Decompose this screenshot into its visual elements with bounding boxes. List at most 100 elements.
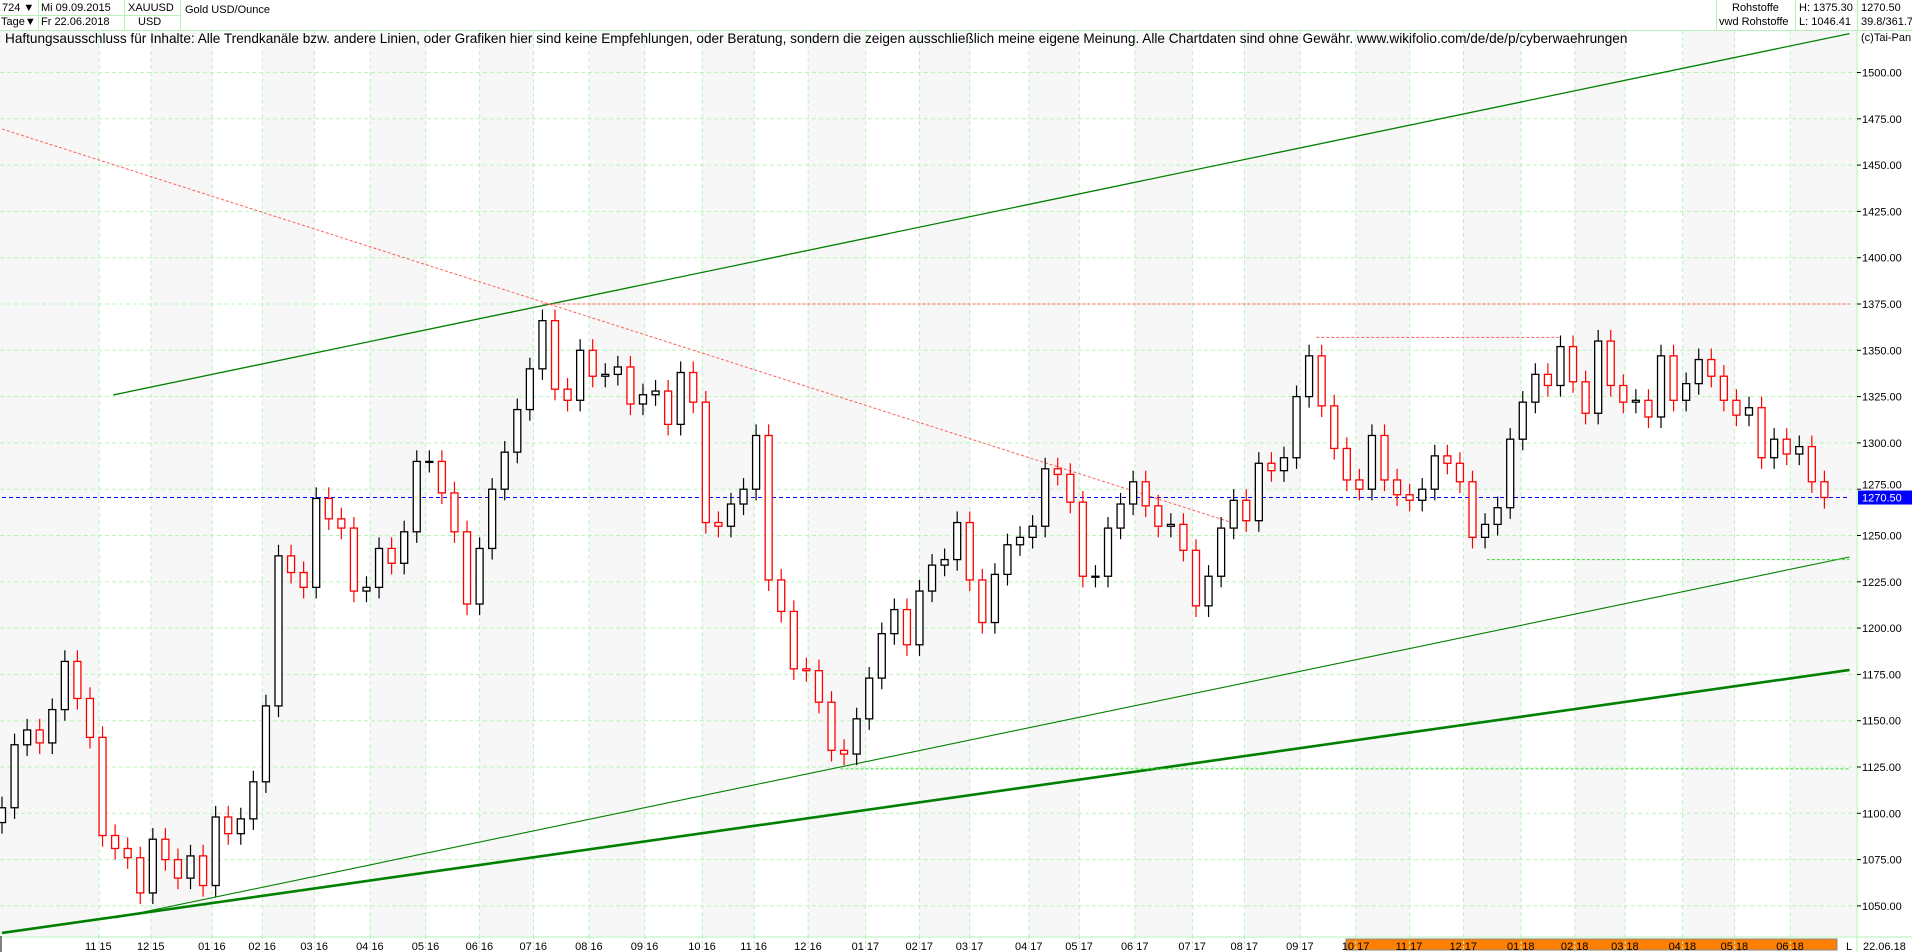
candle-body xyxy=(588,349,597,377)
candle xyxy=(1757,396,1766,469)
candle-body xyxy=(814,670,824,703)
candle xyxy=(249,770,258,830)
candle-body xyxy=(1066,473,1075,503)
price-tick-label: 1325.00 xyxy=(1862,392,1902,404)
candle-body xyxy=(701,401,710,524)
month-band xyxy=(41,30,99,936)
candle xyxy=(890,598,899,645)
candle-body xyxy=(663,390,673,426)
candle xyxy=(1392,468,1402,506)
candle xyxy=(412,450,421,543)
grid-lines xyxy=(0,30,1912,952)
time-axis[interactable]: 11 15 12 15 01 16 02 16 03 16 04 16 05 16 06 16… xyxy=(0,936,1906,952)
candle xyxy=(1129,470,1138,516)
candle-body xyxy=(274,555,283,707)
candle-body xyxy=(1204,575,1213,607)
price-tick-label: 1075.00 xyxy=(1862,855,1902,867)
time-tick-label: 12 16 xyxy=(794,941,822,952)
price-tick-label: 1450.00 xyxy=(1862,160,1902,172)
candle xyxy=(186,844,195,890)
candle-body xyxy=(550,320,560,390)
candle xyxy=(437,450,447,505)
instrument-name: Gold USD/Ounce xyxy=(185,4,270,16)
candle xyxy=(1191,539,1201,617)
time-tick-label: 08 17 xyxy=(1230,941,1258,952)
candle-body xyxy=(689,371,698,403)
candle xyxy=(299,561,308,599)
candle-body xyxy=(601,373,610,377)
candle-body xyxy=(877,633,886,679)
candle-body xyxy=(1367,434,1377,490)
candle xyxy=(1041,457,1050,538)
candle xyxy=(1820,470,1829,509)
candle xyxy=(1556,335,1565,397)
price-tick-label: 1200.00 xyxy=(1862,623,1902,635)
interval-select[interactable]: Tage▼ xyxy=(1,15,36,29)
price-tick-label: 1175.00 xyxy=(1862,669,1901,681)
candle-body xyxy=(638,394,648,405)
candle-body xyxy=(136,857,145,894)
price-tick-label: 1300.00 xyxy=(1862,438,1902,450)
candle xyxy=(1480,513,1490,549)
candle-body xyxy=(1769,438,1779,459)
candle-body xyxy=(186,855,195,879)
dropdown-arrow-icon: ▼ xyxy=(23,2,35,14)
candle xyxy=(274,544,283,717)
candle xyxy=(701,391,710,534)
candle-body xyxy=(1757,407,1766,459)
candle xyxy=(1769,428,1779,469)
candle-body xyxy=(1129,481,1138,505)
candle-body xyxy=(488,488,497,550)
month-band xyxy=(262,30,315,936)
candle xyxy=(110,824,120,860)
candle-body xyxy=(940,558,949,566)
candle-body xyxy=(902,608,912,646)
candle-body xyxy=(852,718,861,755)
start-date[interactable]: Mi 09.09.2015 xyxy=(41,2,111,14)
candle xyxy=(22,718,32,756)
candle xyxy=(1254,452,1263,532)
candle xyxy=(48,698,57,755)
time-tick-label: 02 18 xyxy=(1561,941,1589,952)
group-label: Rohstoffe xyxy=(1732,2,1779,14)
candle xyxy=(1141,470,1150,517)
price-axis[interactable]: 1050.00 1075.00 1100.00 1125.00 1150.00 1175.… xyxy=(1857,68,1912,913)
candle xyxy=(990,563,1000,634)
candle xyxy=(1166,513,1176,538)
candle xyxy=(739,478,748,516)
candle xyxy=(1317,344,1326,417)
candle xyxy=(1807,435,1816,493)
candle-body xyxy=(1682,382,1691,401)
candle xyxy=(827,691,836,762)
candle-body xyxy=(437,460,447,494)
candle xyxy=(1619,374,1628,414)
candle xyxy=(1304,344,1314,408)
candle xyxy=(1594,329,1603,425)
candle xyxy=(714,511,723,538)
candle xyxy=(1682,372,1691,412)
candle-body xyxy=(224,816,233,835)
candle-body xyxy=(538,320,547,370)
candle-body xyxy=(1380,434,1389,481)
candle-body xyxy=(387,547,396,564)
candle-body xyxy=(198,855,208,887)
candle xyxy=(1795,435,1804,466)
candle xyxy=(1015,526,1025,556)
candle-body xyxy=(236,818,245,835)
candle xyxy=(1430,444,1439,501)
time-tick-label: 04 17 xyxy=(1015,941,1043,952)
candle xyxy=(1782,428,1791,466)
trend-line xyxy=(115,556,1850,919)
candle-body xyxy=(626,366,635,405)
bars-select[interactable]: 724 ▼ xyxy=(2,1,34,15)
candle-body xyxy=(148,838,157,894)
trend-line xyxy=(1,668,1850,935)
end-date[interactable]: Fr 22.06.2018 xyxy=(41,16,110,28)
candle xyxy=(211,805,220,897)
candle xyxy=(73,650,82,710)
candle-body xyxy=(450,492,459,533)
candle-body xyxy=(1003,544,1012,576)
candle xyxy=(173,848,183,890)
candle-body xyxy=(1116,503,1125,529)
